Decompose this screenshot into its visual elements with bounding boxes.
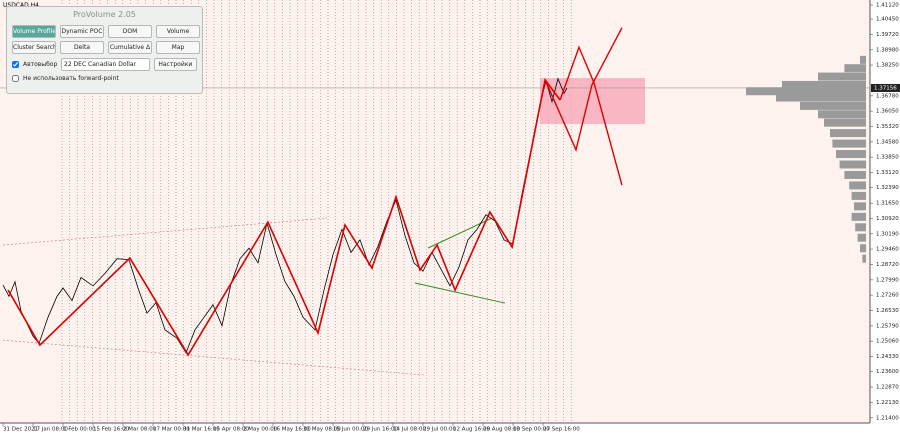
button-grid: Volume Profile Dynamic POC DOM Volume Cluste… — [7, 22, 202, 54]
tool-button[interactable]: Delta — [60, 41, 104, 54]
x-tick-label: 12 Aug 16:00 — [453, 427, 491, 433]
auto-label: Автовыбор — [23, 61, 58, 68]
x-tick-label: 29 Aug 08:00 — [483, 427, 521, 433]
tool-button[interactable]: Dynamic POC — [60, 25, 104, 38]
volume-bar — [782, 80, 866, 89]
x-tick-label: 2 May 00:00 — [243, 427, 278, 433]
volume-bar — [860, 244, 866, 253]
volume-bar — [832, 139, 866, 148]
tool-button[interactable]: Volume — [156, 25, 200, 38]
provolume-panel: ProVolume 2.05 Volume Profile Dynamic POC… — [6, 6, 203, 94]
y-tick-label: 1.30190 — [876, 231, 899, 237]
current-price-box — [871, 83, 900, 92]
projection — [559, 45, 623, 186]
y-tick-label: 1.33850 — [876, 155, 899, 161]
y-tick-label: 1.27990 — [876, 277, 899, 283]
x-tick-label: 2 Mar 08:00 — [123, 427, 157, 433]
volume-bar — [800, 101, 866, 110]
auto-checkbox[interactable] — [12, 61, 19, 68]
y-tick-label: 1.36780 — [876, 93, 899, 99]
volume-bar — [844, 64, 866, 73]
volume-bar — [746, 87, 866, 96]
volume-bar — [776, 93, 866, 102]
tool-button[interactable]: DOM — [108, 25, 152, 38]
tool-button[interactable]: Cluster Search — [12, 41, 56, 54]
y-tick-label: 1.25060 — [876, 339, 899, 345]
tool-button[interactable]: Volume Profile — [12, 25, 56, 38]
y-tick-label: 1.22870 — [876, 384, 899, 390]
y-tick-label: 1.25790 — [876, 323, 899, 329]
x-tick-label: 27 Sep 16:00 — [543, 427, 580, 433]
trendline — [2, 339, 426, 376]
volume-bar — [818, 72, 866, 81]
volume-bar — [849, 181, 866, 190]
tool-button[interactable]: Cumulative Δ — [108, 41, 152, 54]
forward-row: Не использовать forward-point — [7, 71, 202, 82]
panel-title: ProVolume 2.05 — [73, 10, 136, 19]
tool-button[interactable]: Map — [156, 41, 200, 54]
x-tick-label: 15 Apr 08:00 — [213, 427, 249, 433]
volume-bar — [844, 170, 866, 179]
x-tick-label: 17 Jan 08:00 — [33, 427, 68, 433]
volume-bar — [824, 118, 866, 127]
volume-bar — [830, 129, 866, 138]
x-tick-label: 13 Sep 00:00 — [513, 427, 550, 433]
x-tick-label: 29 Jun 16:00 — [363, 427, 398, 433]
x-tick-label: 17 Mar 00:00 — [153, 427, 190, 433]
y-tick-label: 1.27260 — [876, 293, 899, 299]
forward-label: Не использовать forward-point — [23, 75, 119, 82]
volume-bar — [857, 233, 866, 242]
volume-bar — [839, 160, 866, 169]
volume-bar — [854, 202, 866, 211]
y-tick-label: 1.21400 — [876, 415, 899, 421]
y-tick-label: 1.33120 — [876, 170, 899, 176]
trendline — [414, 282, 506, 304]
y-tick-label: 1.22130 — [876, 400, 899, 406]
target-zone — [540, 78, 645, 125]
forward-checkbox[interactable] — [12, 75, 19, 82]
y-tick-label: 1.29460 — [876, 247, 899, 253]
volume-bar — [860, 55, 866, 64]
x-tick-label: 1 Feb 00:00 — [63, 427, 96, 433]
settings-button[interactable]: Настройки — [153, 58, 197, 71]
volume-bar — [851, 191, 866, 200]
y-tick-label: 1.28720 — [876, 262, 899, 268]
y-tick-label: 1.31650 — [876, 201, 899, 207]
y-tick-label: 1.26530 — [876, 308, 899, 314]
trendline — [427, 217, 493, 249]
y-tick-label: 1.39720 — [876, 32, 899, 38]
y-tick-label: 1.23600 — [876, 369, 899, 375]
y-tick-label: 1.30920 — [876, 216, 899, 222]
volume-bar — [836, 150, 866, 159]
y-tick-label: 1.36050 — [876, 109, 899, 115]
x-tick-label: 31 Mar 16:00 — [183, 427, 220, 433]
y-tick-label: 1.38250 — [876, 63, 899, 69]
symbol: USDCAD,H4 — [3, 2, 39, 9]
y-tick-label: 1.40450 — [876, 17, 899, 23]
instrument-select[interactable]: 22 DEC Canadian Dollar — [61, 58, 150, 71]
y-tick-label: 1.34580 — [876, 139, 899, 145]
x-tick-label: 31 Dec 2021 — [3, 427, 38, 433]
x-tick-label: 15 Jun 00:00 — [333, 427, 368, 433]
volume-bar — [855, 223, 866, 232]
zigzag — [7, 78, 561, 357]
volume-bar — [862, 254, 866, 263]
x-tick-label: 15 Feb 16:00 — [93, 427, 130, 433]
y-tick-label: 1.41120 — [876, 3, 899, 9]
current-price-label: 1.37156 — [874, 85, 897, 91]
x-tick-label: 16 May 16:00 — [273, 427, 311, 433]
volume-bar — [818, 110, 866, 119]
x-tick-label: 31 May 08:00 — [303, 427, 341, 433]
y-tick-label: 1.35320 — [876, 124, 899, 130]
y-tick-label: 1.32390 — [876, 185, 899, 191]
y-tick-label: 1.24330 — [876, 354, 899, 360]
volume-bar — [851, 212, 866, 221]
x-tick-label: 14 Jul 08:00 — [393, 427, 426, 433]
projection — [544, 27, 623, 153]
x-tick-label: 29 Jul 00:00 — [423, 427, 456, 433]
y-tick-label: 1.38980 — [876, 47, 899, 53]
instrument-row: Автовыбор 22 DEC Canadian Dollar Настрой… — [7, 54, 202, 71]
